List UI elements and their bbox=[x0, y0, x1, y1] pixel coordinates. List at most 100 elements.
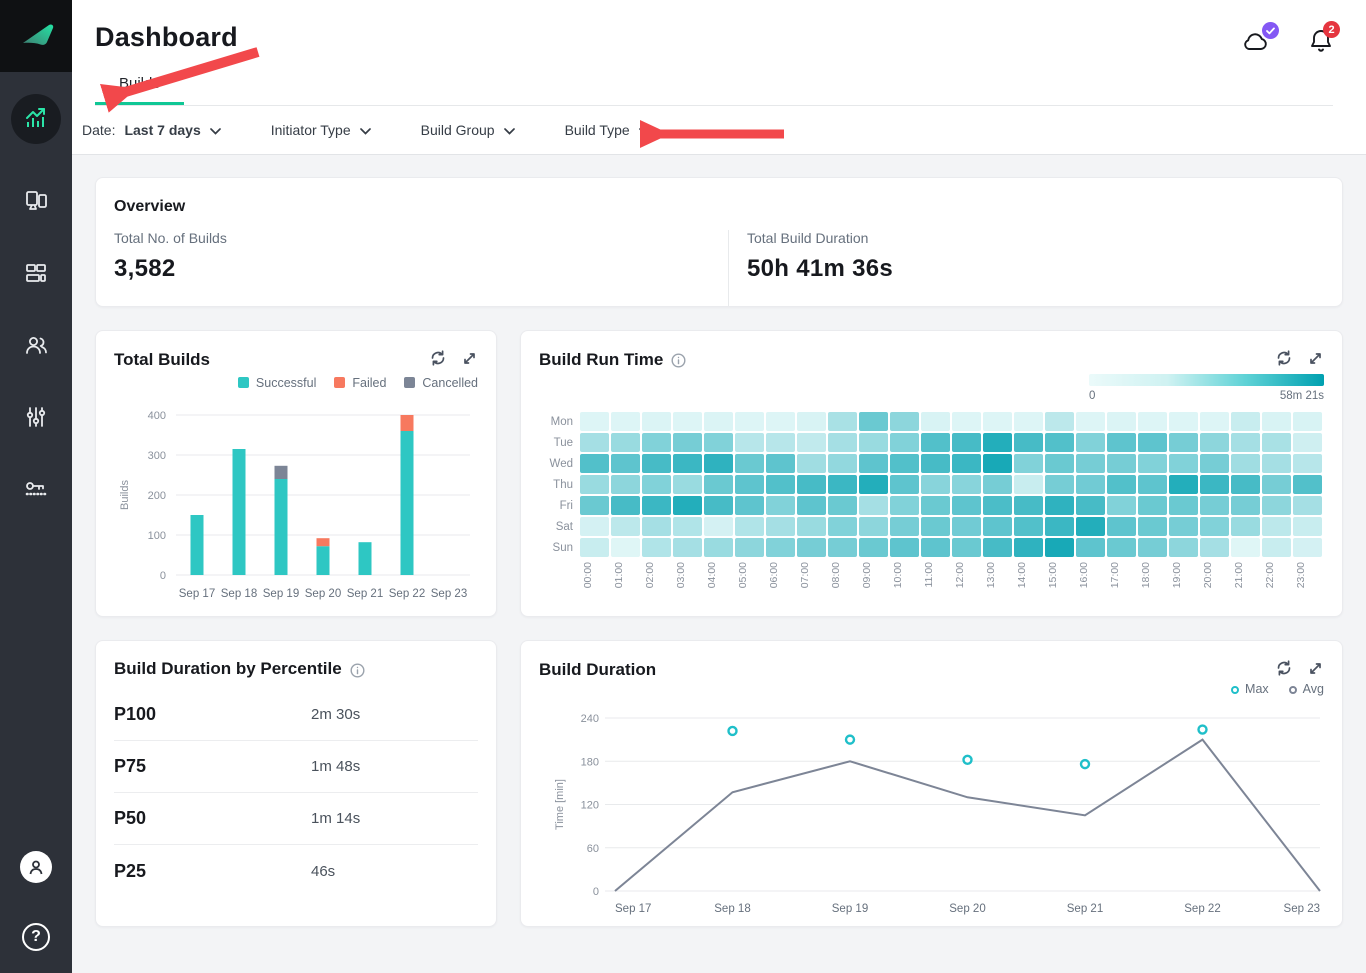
heatmap-cell[interactable] bbox=[1138, 433, 1167, 452]
heatmap-cell[interactable] bbox=[735, 538, 764, 557]
heatmap-cell[interactable] bbox=[797, 454, 826, 473]
heatmap-cell[interactable] bbox=[797, 412, 826, 431]
heatmap-cell[interactable] bbox=[921, 433, 950, 452]
heatmap-cell[interactable] bbox=[1138, 454, 1167, 473]
tab-builds[interactable]: Builds bbox=[95, 75, 184, 105]
heatmap-cell[interactable] bbox=[952, 475, 981, 494]
heatmap-cell[interactable] bbox=[1293, 496, 1322, 515]
heatmap-cell[interactable] bbox=[983, 475, 1012, 494]
heatmap-cell[interactable] bbox=[952, 454, 981, 473]
heatmap-cell[interactable] bbox=[642, 496, 671, 515]
heatmap-cell[interactable] bbox=[797, 475, 826, 494]
heatmap-cell[interactable] bbox=[766, 433, 795, 452]
sidebar-item-apps[interactable] bbox=[21, 186, 51, 216]
heatmap-cell[interactable] bbox=[766, 475, 795, 494]
heatmap-cell[interactable] bbox=[1138, 517, 1167, 536]
info-icon[interactable] bbox=[671, 353, 686, 368]
heatmap-cell[interactable] bbox=[735, 412, 764, 431]
heatmap-cell[interactable] bbox=[921, 538, 950, 557]
heatmap-cell[interactable] bbox=[859, 433, 888, 452]
heatmap-cell[interactable] bbox=[1169, 496, 1198, 515]
heatmap-cell[interactable] bbox=[1045, 412, 1074, 431]
heatmap-cell[interactable] bbox=[735, 454, 764, 473]
heatmap-cell[interactable] bbox=[1076, 475, 1105, 494]
heatmap-cell[interactable] bbox=[1014, 538, 1043, 557]
heatmap-cell[interactable] bbox=[952, 412, 981, 431]
heatmap-cell[interactable] bbox=[859, 538, 888, 557]
heatmap-cell[interactable] bbox=[1107, 475, 1136, 494]
heatmap-cell[interactable] bbox=[1231, 475, 1260, 494]
heatmap-cell[interactable] bbox=[1231, 496, 1260, 515]
heatmap-cell[interactable] bbox=[797, 496, 826, 515]
heatmap-cell[interactable] bbox=[797, 433, 826, 452]
refresh-button[interactable] bbox=[1275, 349, 1293, 370]
heatmap-cell[interactable] bbox=[642, 538, 671, 557]
heatmap-cell[interactable] bbox=[1262, 475, 1291, 494]
heatmap-cell[interactable] bbox=[1293, 475, 1322, 494]
heatmap-cell[interactable] bbox=[1200, 475, 1229, 494]
heatmap-cell[interactable] bbox=[766, 517, 795, 536]
heatmap-cell[interactable] bbox=[673, 454, 702, 473]
heatmap-cell[interactable] bbox=[952, 538, 981, 557]
heatmap-cell[interactable] bbox=[1076, 517, 1105, 536]
heatmap-cell[interactable] bbox=[642, 433, 671, 452]
filter-date[interactable]: Date: Last 7 days bbox=[82, 122, 221, 138]
heatmap-cell[interactable] bbox=[890, 412, 919, 431]
heatmap-cell[interactable] bbox=[890, 538, 919, 557]
heatmap-cell[interactable] bbox=[1107, 496, 1136, 515]
legend-item[interactable]: Failed bbox=[334, 376, 386, 390]
heatmap-cell[interactable] bbox=[1169, 538, 1198, 557]
heatmap-cell[interactable] bbox=[1014, 517, 1043, 536]
heatmap-cell[interactable] bbox=[642, 517, 671, 536]
heatmap-cell[interactable] bbox=[642, 412, 671, 431]
legend-item[interactable]: Successful bbox=[237, 376, 316, 390]
heatmap-cell[interactable] bbox=[1045, 517, 1074, 536]
heatmap-cell[interactable] bbox=[766, 412, 795, 431]
expand-button[interactable] bbox=[461, 349, 478, 370]
heatmap-cell[interactable] bbox=[828, 433, 857, 452]
heatmap-cell[interactable] bbox=[1169, 433, 1198, 452]
sidebar-item-credentials[interactable] bbox=[21, 474, 51, 504]
refresh-button[interactable] bbox=[1275, 659, 1293, 680]
sidebar-item-settings[interactable] bbox=[21, 402, 51, 432]
heatmap-cell[interactable] bbox=[952, 517, 981, 536]
heatmap-cell[interactable] bbox=[859, 496, 888, 515]
heatmap-cell[interactable] bbox=[859, 517, 888, 536]
filter-initiator-type[interactable]: Initiator Type bbox=[271, 122, 371, 138]
heatmap-cell[interactable] bbox=[859, 454, 888, 473]
heatmap-cell[interactable] bbox=[921, 517, 950, 536]
heatmap-cell[interactable] bbox=[704, 475, 733, 494]
heatmap-cell[interactable] bbox=[890, 517, 919, 536]
heatmap-cell[interactable] bbox=[1138, 475, 1167, 494]
heatmap-cell[interactable] bbox=[1262, 496, 1291, 515]
heatmap-cell[interactable] bbox=[611, 475, 640, 494]
heatmap-cell[interactable] bbox=[1107, 454, 1136, 473]
heatmap-cell[interactable] bbox=[704, 517, 733, 536]
heatmap-cell[interactable] bbox=[611, 538, 640, 557]
heatmap-cell[interactable] bbox=[983, 454, 1012, 473]
heatmap-cell[interactable] bbox=[1076, 496, 1105, 515]
heatmap-cell[interactable] bbox=[1200, 538, 1229, 557]
heatmap-cell[interactable] bbox=[704, 454, 733, 473]
refresh-button[interactable] bbox=[429, 349, 447, 370]
heatmap-cell[interactable] bbox=[673, 538, 702, 557]
heatmap-cell[interactable] bbox=[1169, 412, 1198, 431]
logo[interactable] bbox=[0, 0, 72, 72]
heatmap-cell[interactable] bbox=[1169, 454, 1198, 473]
heatmap-cell[interactable] bbox=[828, 454, 857, 473]
heatmap-cell[interactable] bbox=[983, 538, 1012, 557]
help-button[interactable]: ? bbox=[22, 923, 50, 951]
heatmap-cell[interactable] bbox=[611, 454, 640, 473]
heatmap-cell[interactable] bbox=[580, 517, 609, 536]
expand-button[interactable] bbox=[1307, 659, 1324, 680]
heatmap-cell[interactable] bbox=[828, 475, 857, 494]
heatmap-cell[interactable] bbox=[1200, 517, 1229, 536]
heatmap-cell[interactable] bbox=[828, 538, 857, 557]
heatmap-cell[interactable] bbox=[766, 496, 795, 515]
heatmap-cell[interactable] bbox=[1231, 454, 1260, 473]
heatmap-cell[interactable] bbox=[1107, 538, 1136, 557]
filter-build-type[interactable]: Build Type bbox=[565, 122, 650, 138]
sidebar-item-dashboard[interactable] bbox=[11, 94, 61, 144]
expand-button[interactable] bbox=[1307, 349, 1324, 370]
heatmap-cell[interactable] bbox=[828, 412, 857, 431]
